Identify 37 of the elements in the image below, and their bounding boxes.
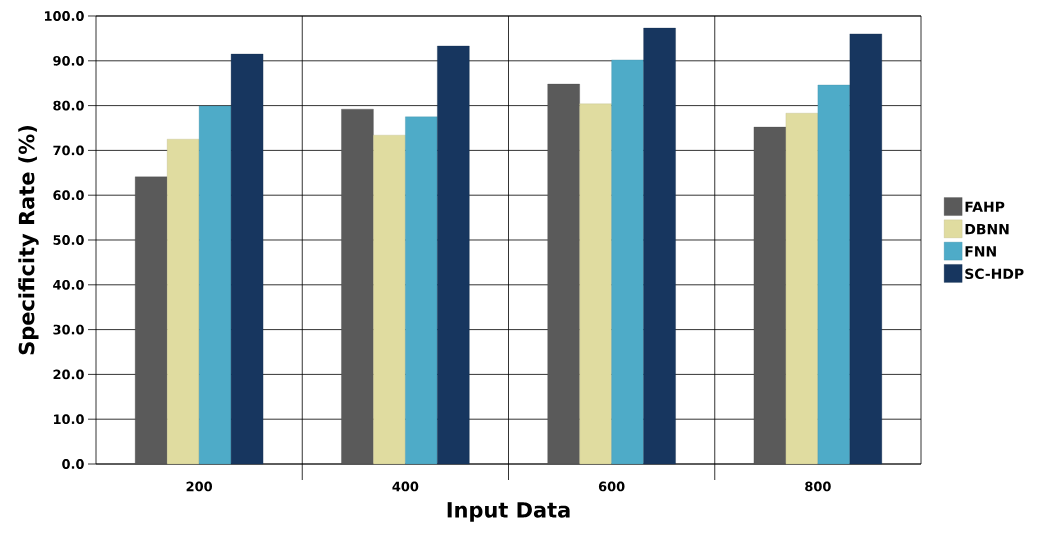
y-tick-label: 80.0 <box>53 100 84 111</box>
y-tick-label: 20.0 <box>53 369 84 380</box>
y-tick-label: 70.0 <box>53 145 84 156</box>
legend-label: SC-HDP <box>965 268 1024 280</box>
bar <box>849 33 882 465</box>
bar <box>135 176 168 465</box>
y-tick-label: 90.0 <box>53 55 84 66</box>
bar <box>643 27 676 465</box>
legend-label: FNN <box>965 246 996 257</box>
x-tick-label: 800 <box>805 481 831 492</box>
y-tick-label: 50.0 <box>53 235 84 245</box>
x-axis-title: Input Data <box>447 502 570 522</box>
y-tick-label: 100.0 <box>44 11 84 21</box>
y-axis-title: Specificity Rate (%) <box>18 125 39 355</box>
y-tick-label: 60.0 <box>53 190 84 201</box>
x-tick-label: 600 <box>598 481 625 492</box>
bar <box>198 105 232 465</box>
bar <box>230 53 264 465</box>
x-tick-label: 400 <box>392 481 419 492</box>
bar <box>547 83 580 465</box>
y-tick-label: 0.0 <box>62 459 84 469</box>
bar <box>405 116 438 465</box>
y-tick-label: 40.0 <box>53 279 84 290</box>
bar <box>167 139 200 465</box>
y-tick-label: 30.0 <box>53 324 84 335</box>
bar <box>341 109 374 465</box>
bar <box>753 126 787 465</box>
bar <box>579 103 612 465</box>
bar <box>611 59 644 465</box>
bar <box>817 84 850 465</box>
bar <box>373 135 406 465</box>
x-tick-label: 200 <box>186 481 213 492</box>
y-tick-label: 10.0 <box>53 414 84 425</box>
legend-label: FAHP <box>965 201 1005 212</box>
bar <box>785 113 819 465</box>
bar <box>437 45 470 465</box>
legend-label: DBNN <box>965 224 1009 235</box>
